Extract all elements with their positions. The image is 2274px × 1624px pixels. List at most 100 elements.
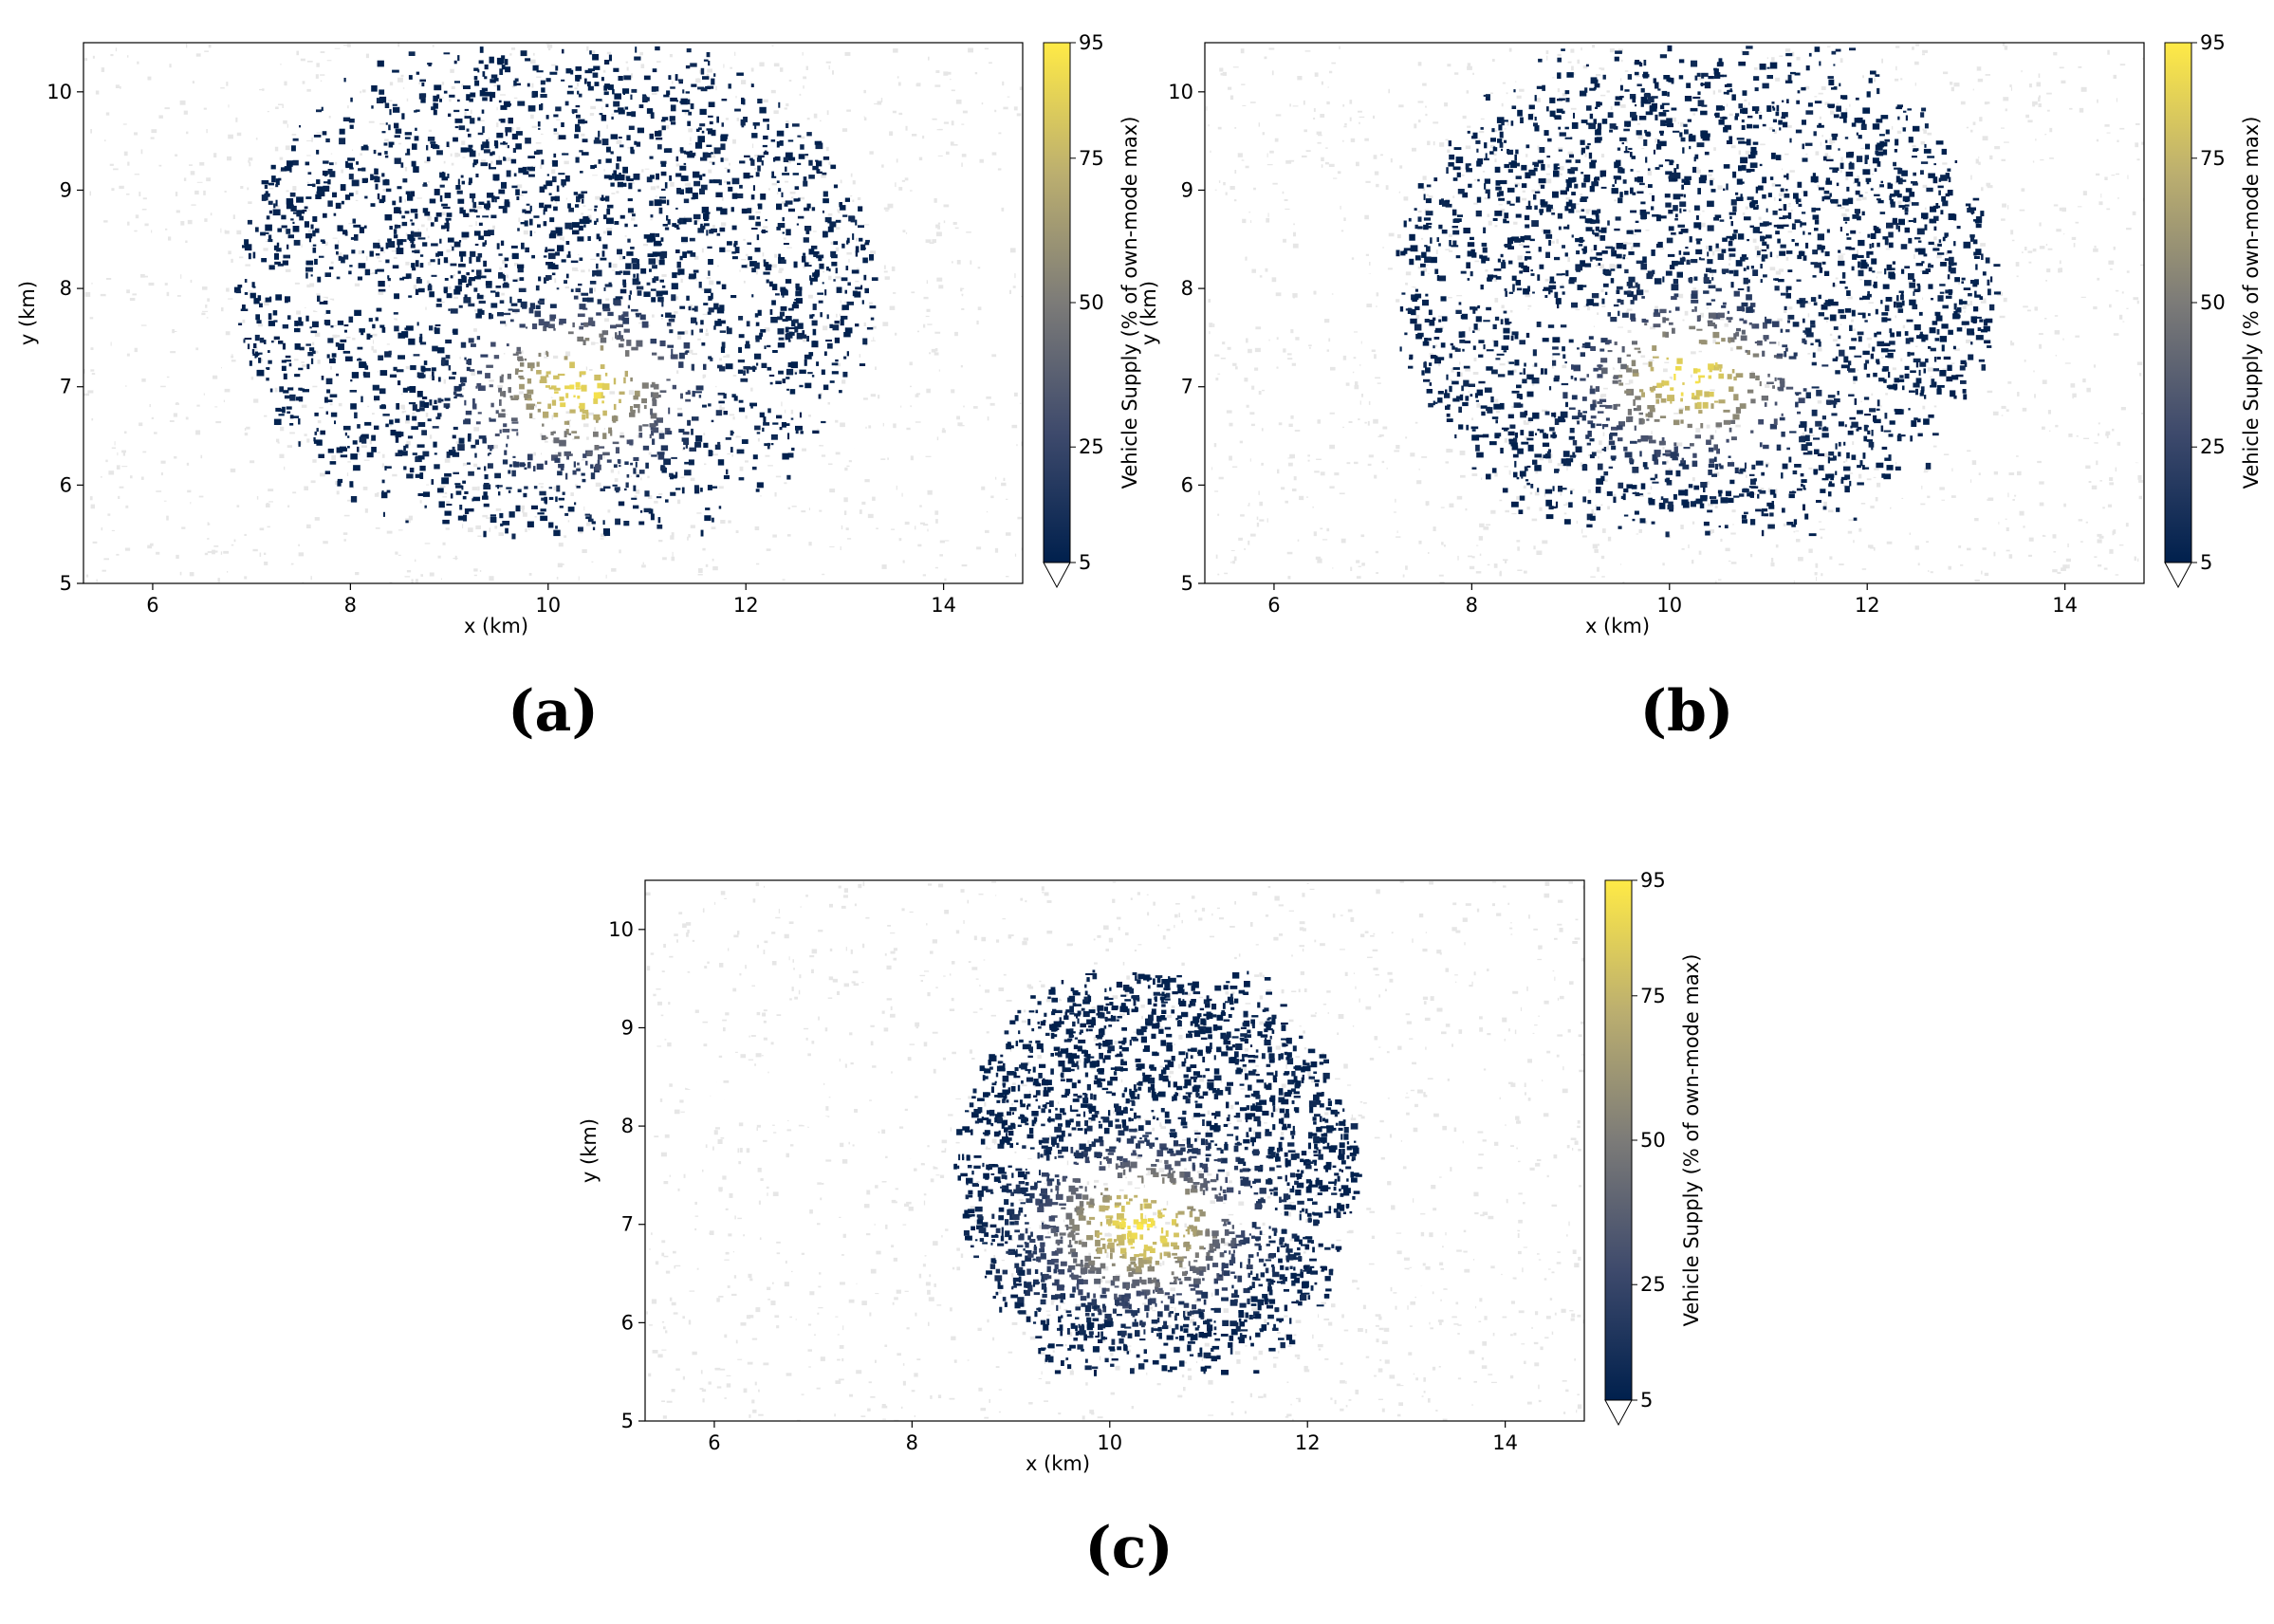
footprint xyxy=(405,325,414,331)
footprint xyxy=(721,99,728,102)
footprint xyxy=(404,211,410,214)
footprint xyxy=(1718,120,1725,125)
footprint xyxy=(513,173,517,177)
footprint xyxy=(1897,168,1903,175)
footprint xyxy=(1601,250,1608,254)
footprint xyxy=(1503,429,1508,432)
footprint xyxy=(1915,360,1919,368)
footprint xyxy=(1562,459,1567,467)
footprint xyxy=(1861,211,1865,216)
footprint xyxy=(1857,426,1862,431)
footprint xyxy=(764,150,767,153)
footprint xyxy=(1692,393,1695,398)
footprint xyxy=(1645,157,1648,163)
footprint xyxy=(489,452,491,455)
footprint xyxy=(420,98,426,103)
footprint xyxy=(1511,501,1519,508)
footprint xyxy=(663,148,667,153)
footprint xyxy=(292,212,301,214)
footprint xyxy=(782,378,786,384)
footprint xyxy=(273,320,278,323)
footprint xyxy=(1685,247,1689,249)
footprint xyxy=(1916,228,1925,235)
footprint xyxy=(1565,159,1572,163)
footprint xyxy=(349,193,354,196)
footprint xyxy=(1483,227,1487,233)
footprint xyxy=(1411,294,1416,301)
footprint xyxy=(1634,229,1641,232)
footprint xyxy=(481,87,488,92)
footprint xyxy=(574,134,579,138)
footprint xyxy=(1832,282,1836,287)
footprint xyxy=(1793,193,1799,199)
footprint xyxy=(1816,500,1821,503)
footprint xyxy=(627,304,630,309)
footprint xyxy=(576,114,581,119)
footprint xyxy=(1659,415,1667,418)
footprint xyxy=(538,352,542,358)
footprint xyxy=(478,60,484,65)
footprint xyxy=(782,231,785,234)
footprint xyxy=(1703,277,1710,284)
footprint xyxy=(1762,176,1767,184)
footprint xyxy=(632,264,640,269)
footprint xyxy=(1581,120,1588,123)
footprint xyxy=(324,471,331,474)
footprint xyxy=(1883,430,1892,433)
footprint xyxy=(1779,378,1785,384)
footprint xyxy=(1742,50,1749,56)
footprint xyxy=(1584,341,1591,349)
footprint xyxy=(1913,291,1915,296)
footprint xyxy=(348,270,352,275)
footprint xyxy=(308,237,312,243)
footprint xyxy=(638,104,644,108)
footprint xyxy=(1645,132,1652,137)
footprint xyxy=(1752,353,1760,358)
footprint xyxy=(752,454,758,460)
footprint xyxy=(1618,382,1624,386)
footprint xyxy=(498,253,503,256)
footprint xyxy=(1846,152,1854,158)
footprint xyxy=(776,130,785,137)
footprint xyxy=(708,295,712,301)
footprint xyxy=(442,360,445,366)
footprint xyxy=(1455,396,1461,399)
footprint xyxy=(1719,465,1724,470)
footprint xyxy=(812,430,820,434)
plot-frame xyxy=(1204,42,2145,584)
footprint xyxy=(433,109,437,116)
footprint xyxy=(1508,291,1514,294)
footprint xyxy=(387,238,392,242)
footprint xyxy=(1638,389,1644,393)
footprint xyxy=(1862,350,1870,356)
footprint xyxy=(1537,488,1540,492)
footprint xyxy=(1781,116,1786,120)
footprint xyxy=(1963,241,1971,249)
footprint xyxy=(1943,356,1951,360)
footprint xyxy=(298,396,304,402)
footprint xyxy=(449,94,455,98)
footprint xyxy=(375,253,380,256)
footprint xyxy=(1430,355,1438,360)
footprint xyxy=(1695,390,1703,397)
footprint xyxy=(385,122,388,125)
footprint xyxy=(794,299,798,302)
footprint xyxy=(1598,364,1602,371)
footprint xyxy=(616,335,623,341)
footprint xyxy=(540,508,546,512)
footprint xyxy=(1692,460,1698,468)
footprint xyxy=(681,109,690,113)
footprint xyxy=(1686,259,1691,265)
footprint xyxy=(268,313,272,321)
footprint xyxy=(767,408,771,414)
footprint xyxy=(1590,221,1596,225)
footprint xyxy=(1766,66,1770,69)
footprint xyxy=(1578,244,1583,247)
footprint xyxy=(708,61,711,66)
footprint xyxy=(320,239,325,243)
footprint xyxy=(384,213,393,221)
footprint xyxy=(1939,291,1945,294)
footprint xyxy=(1653,356,1659,359)
map-layer xyxy=(83,43,1023,583)
footprint xyxy=(1509,203,1515,206)
